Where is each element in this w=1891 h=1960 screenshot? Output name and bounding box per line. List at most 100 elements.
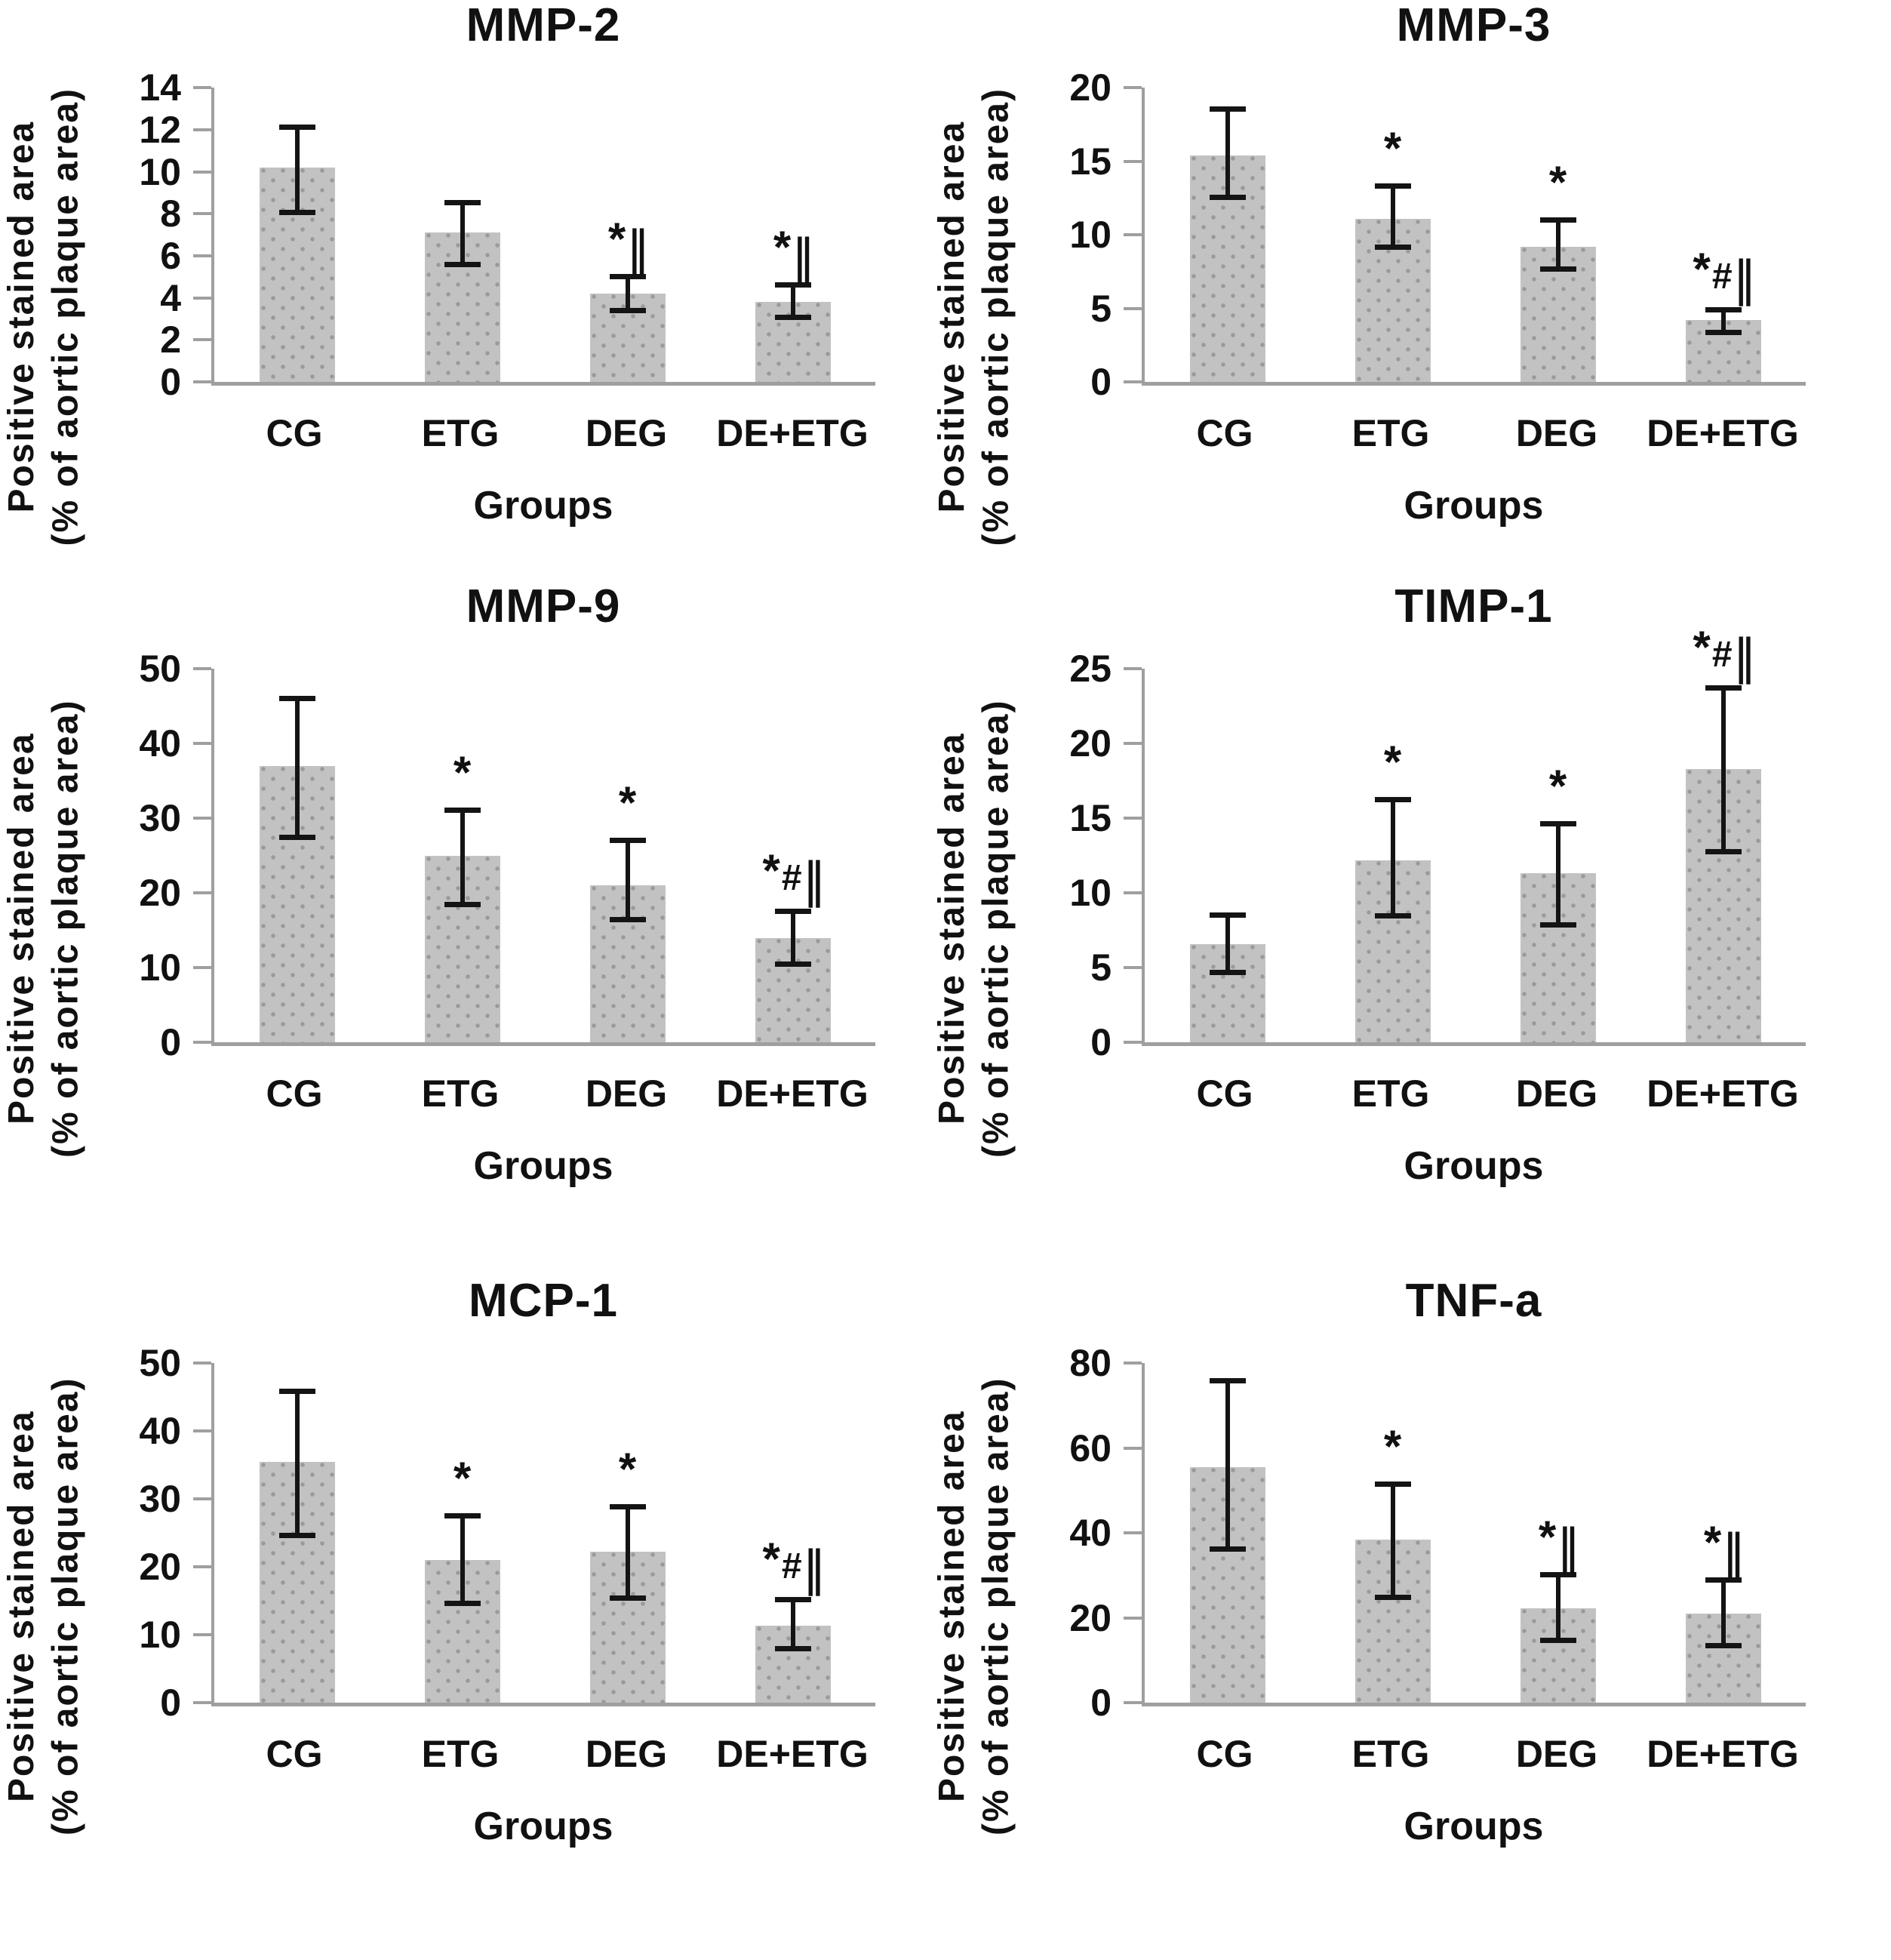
- y-tick-label: 50: [139, 648, 181, 691]
- y-tick-mark: [1124, 233, 1142, 237]
- y-tick-mark: [1124, 86, 1142, 90]
- x-tick-label: CG: [1196, 1072, 1253, 1115]
- y-tick-label: 20: [1069, 1596, 1112, 1639]
- error-bar-cap-bottom: [774, 962, 811, 968]
- y-tick-mark: [193, 891, 211, 895]
- asterisk-symbol: *: [618, 1444, 637, 1494]
- plot-area: 0 2 4 6 8 10 12 14 * ‖ * ‖: [139, 69, 875, 401]
- error-bar-cap-bottom: [1705, 848, 1742, 854]
- significance-annotation: * # ‖: [1693, 243, 1754, 316]
- error-bar-cap-top: [1209, 106, 1246, 112]
- hash-symbol: #: [1711, 256, 1733, 297]
- chart-title: TIMP-1: [1394, 580, 1553, 632]
- chart-body: Positive stained area (% of aortic plaqu…: [930, 1344, 1891, 1849]
- y-tick-label: 30: [139, 797, 181, 840]
- error-bar-cap-top: [1539, 821, 1576, 827]
- error-bar-line: [625, 840, 630, 919]
- x-tick-label: DEG: [1515, 412, 1598, 455]
- y-tick-label: 10: [139, 946, 181, 989]
- error-bar-line: [460, 1515, 465, 1603]
- y-tick-label: 0: [1090, 1682, 1112, 1725]
- significance-annotation: *: [454, 750, 471, 795]
- y-tick-label: 0: [160, 1021, 181, 1064]
- x-tick-label: ETG: [1351, 1733, 1430, 1776]
- y-tick-mark: [1124, 1362, 1142, 1365]
- y-axis-title-line1: Positive stained area: [2, 732, 42, 1125]
- x-axis-title: Groups: [473, 484, 613, 528]
- error-bar-cap-top: [1374, 1481, 1411, 1487]
- error-bar-cap-top: [278, 1389, 315, 1394]
- x-tick-labels: CG ETG DEG DE+ETG: [211, 1046, 875, 1115]
- chart-mmp-9: MMP-9 Positive stained area (% of aortic…: [0, 580, 930, 1275]
- asterisk-symbol: *: [1693, 243, 1711, 294]
- y-axis-title-line1: Positive stained area: [932, 121, 972, 513]
- x-tick-label: DE+ETG: [1647, 1733, 1799, 1776]
- chart-title: MMP-3: [1396, 0, 1551, 51]
- error-bar-line: [1390, 800, 1395, 915]
- y-axis-title-line2: (% of aortic plaque area): [976, 88, 1016, 546]
- error-bar-cap-top: [444, 1512, 481, 1518]
- error-bar-cap-bottom: [278, 209, 315, 215]
- x-tick-label: DE+ETG: [716, 1072, 869, 1115]
- error-bar-cap-bottom: [1209, 970, 1246, 976]
- error-bar-cap-bottom: [444, 1600, 481, 1606]
- error-bar-cap-top: [774, 908, 811, 914]
- x-axis-title: Groups: [473, 1144, 613, 1189]
- error-bar-cap-bottom: [278, 1532, 315, 1538]
- y-tick-label: 30: [139, 1478, 181, 1521]
- asterisk-symbol: *: [762, 845, 780, 896]
- y-tick-mark: [193, 667, 211, 671]
- y-tick-label: 20: [1069, 722, 1112, 765]
- error-bar-line: [625, 1507, 630, 1598]
- y-tick-mark: [1124, 1531, 1142, 1535]
- error-bar-line: [790, 1600, 795, 1649]
- y-tick-label: 4: [160, 276, 181, 319]
- x-tick-label: ETG: [421, 1733, 500, 1776]
- error-bar-line: [1555, 1575, 1560, 1640]
- y-tick-mark: [193, 742, 211, 746]
- error-bar-cap-top: [278, 695, 315, 701]
- double-bar-symbol: ‖: [1725, 1519, 1743, 1595]
- error-bar-cap-top: [1374, 183, 1411, 189]
- y-axis-title-line1: Positive stained area: [2, 121, 42, 513]
- error-bar-line: [294, 698, 300, 837]
- x-tick-labels: CG ETG DEG DE+ETG: [1142, 1046, 1806, 1115]
- asterisk-symbol: *: [1693, 621, 1711, 672]
- x-tick-label: DEG: [1515, 1072, 1598, 1115]
- significance-annotation: * # ‖: [763, 1537, 823, 1607]
- asterisk-symbol: *: [773, 222, 792, 273]
- y-tick-label: 40: [139, 722, 181, 765]
- error-bar-cap-bottom: [609, 1595, 646, 1601]
- y-tick-mark: [1124, 742, 1142, 746]
- y-tick-mark: [1124, 380, 1142, 384]
- significance-annotation: *: [1549, 159, 1567, 205]
- y-tick-label: 10: [139, 1614, 181, 1657]
- y-tick-mark: [1124, 817, 1142, 820]
- x-tick-label: ETG: [1351, 1072, 1430, 1115]
- asterisk-symbol: *: [618, 777, 637, 828]
- y-tick-mark: [193, 212, 211, 216]
- x-tick-labels: CG ETG DEG DE+ETG: [211, 1706, 875, 1775]
- y-tick-label: 60: [1069, 1426, 1112, 1469]
- error-bar-line: [1225, 109, 1230, 197]
- chart-body: Positive stained area (% of aortic plaqu…: [930, 624, 1891, 1189]
- plot-area: 0 20 40 60 80 * * ‖ * ‖: [1069, 1344, 1806, 1722]
- y-axis-title: Positive stained area (% of aortic plaqu…: [0, 669, 102, 1189]
- y-tick-mark: [193, 817, 211, 820]
- y-tick-mark: [193, 1497, 211, 1501]
- significance-annotation: *: [1384, 125, 1401, 171]
- y-tick-label: 12: [139, 108, 181, 151]
- chart-body: Positive stained area (% of aortic plaqu…: [0, 1344, 930, 1849]
- y-tick-label: 10: [139, 150, 181, 193]
- y-tick-label: 0: [1090, 1021, 1112, 1064]
- plot-column: 0 2 4 6 8 10 12 14 * ‖ * ‖ CG ETG DEG DE+ETG Groups: [139, 69, 875, 546]
- y-tick-mark: [193, 380, 211, 384]
- asterisk-symbol: *: [1703, 1517, 1722, 1568]
- x-tick-label: CG: [1196, 1733, 1253, 1776]
- bar-deg: [1520, 873, 1596, 1043]
- y-axis-title: Positive stained area (% of aortic plaqu…: [930, 669, 1032, 1189]
- error-bar-cap-top: [1209, 1377, 1246, 1383]
- chart-mmp-3: MMP-3 Positive stained area (% of aortic…: [930, 0, 1891, 581]
- y-axis-title: Positive stained area (% of aortic plaqu…: [930, 88, 1032, 546]
- double-bar-symbol: ‖: [1736, 624, 1754, 700]
